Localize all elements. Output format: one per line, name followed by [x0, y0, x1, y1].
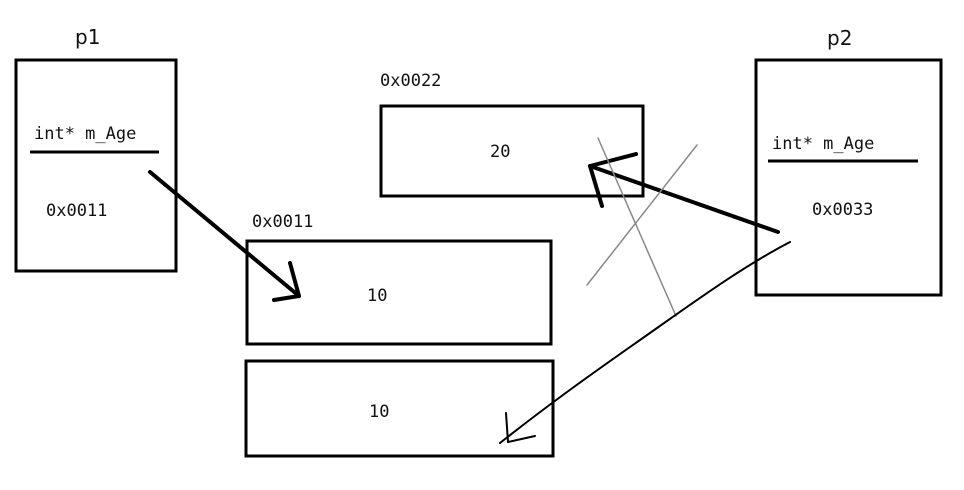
heap-block-0011: [245, 239, 553, 346]
p2-pointer-value: 0x0033: [812, 200, 874, 220]
arrow-p1-to-0011: [148, 170, 301, 302]
p1-box: [14, 58, 178, 273]
p2-member-label: int* m_Age: [772, 134, 875, 154]
heap-block-copy: [244, 359, 555, 458]
arrow-p2-to-0022: [588, 152, 780, 234]
p2-box: [754, 58, 943, 297]
p2-title: p2: [827, 26, 853, 50]
heap-block-0022: [379, 104, 645, 198]
p1-title: p1: [75, 25, 101, 49]
heap-0011-address: 0x0011: [252, 212, 314, 232]
p1-member-label: int* m_Age: [34, 124, 137, 144]
heap-0022-address: 0x0022: [380, 71, 442, 91]
heap-0011-value: 10: [367, 286, 388, 306]
heap-0022-value: 20: [490, 142, 511, 162]
cross-out-mark: [586, 137, 698, 317]
heap-copy-value: 10: [369, 402, 390, 422]
arrow-p2-to-copy: [499, 241, 791, 444]
p1-pointer-value: 0x0011: [46, 201, 108, 221]
